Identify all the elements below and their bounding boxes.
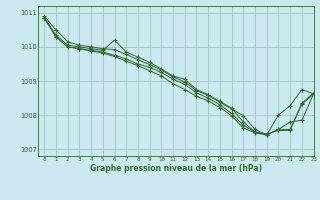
X-axis label: Graphe pression niveau de la mer (hPa): Graphe pression niveau de la mer (hPa) [90,164,262,173]
